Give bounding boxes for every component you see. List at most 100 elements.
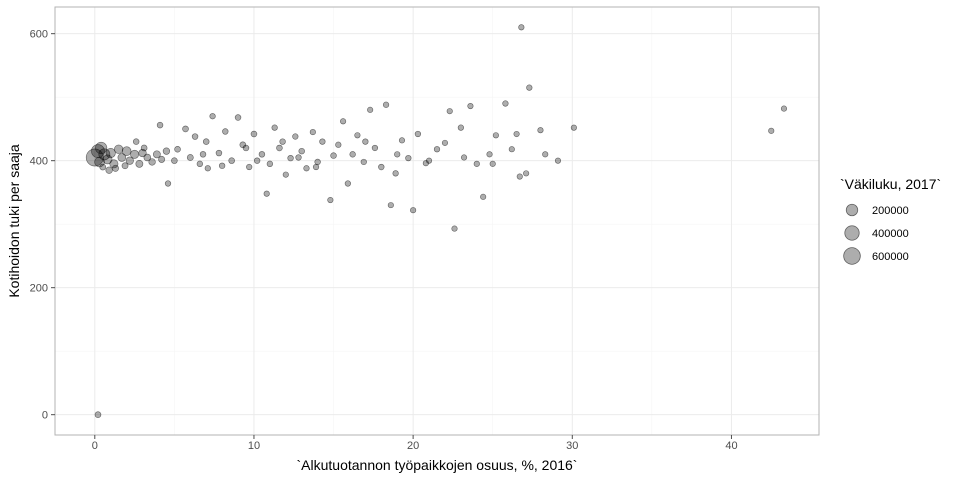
data-point [489, 160, 496, 167]
data-point [446, 108, 453, 115]
y-tick-label: 600 [30, 29, 48, 41]
data-point [335, 141, 342, 148]
data-point [99, 163, 107, 171]
data-point [344, 180, 351, 187]
data-point [105, 148, 116, 159]
data-point [266, 160, 274, 168]
data-point [480, 193, 487, 200]
data-point [523, 170, 530, 177]
data-point [298, 147, 305, 155]
data-point [91, 144, 105, 158]
legend-label: 400000 [872, 228, 909, 240]
data-point [513, 130, 520, 138]
data-point [382, 101, 390, 108]
data-point [451, 225, 458, 232]
data-point [174, 145, 181, 153]
data-point [162, 147, 171, 155]
size-legend: `Väkiluku, 2017` 200000 400000 600000 [840, 176, 941, 265]
data-point [279, 138, 286, 145]
data-point [467, 103, 474, 110]
data-point [327, 196, 334, 204]
data-point [242, 144, 250, 152]
data-point [171, 157, 178, 164]
data-point [340, 118, 347, 125]
data-point [292, 133, 299, 140]
x-tick-label: 40 [725, 440, 737, 452]
data-point [392, 170, 399, 177]
data-point [125, 156, 134, 165]
data-point [473, 160, 480, 167]
points-layer [85, 24, 788, 418]
legend-title: `Väkiluku, 2017` [840, 176, 941, 192]
data-point [360, 158, 367, 166]
data-point [246, 163, 253, 171]
data-point [204, 165, 211, 172]
data-point [258, 151, 266, 158]
data-point [253, 157, 261, 164]
data-point [263, 190, 270, 197]
legend-label: 600000 [872, 251, 909, 263]
data-point [516, 173, 523, 180]
data-point [132, 138, 140, 145]
data-point [158, 155, 166, 163]
data-point [387, 202, 394, 209]
data-point [312, 163, 320, 171]
data-point [425, 157, 433, 164]
data-point [349, 151, 356, 158]
data-point [102, 154, 113, 165]
data-point [362, 138, 369, 145]
x-tick-label: 20 [407, 440, 419, 452]
data-point [309, 129, 316, 136]
data-point [196, 160, 204, 168]
data-point [542, 151, 549, 158]
data-point [303, 165, 310, 172]
data-point [112, 164, 119, 172]
x-axis: 0 10 20 30 40 [92, 435, 738, 452]
grid-layer [55, 7, 819, 435]
legend-key [843, 247, 861, 265]
data-point [271, 124, 278, 131]
data-point [371, 144, 379, 152]
data-point [502, 100, 509, 107]
data-point [441, 139, 449, 146]
data-point [330, 152, 337, 159]
data-point [460, 154, 468, 161]
data-point [780, 105, 788, 112]
y-tick-label: 400 [30, 156, 48, 168]
data-point [209, 113, 216, 120]
data-point [250, 130, 258, 138]
x-tick-label: 0 [92, 440, 98, 452]
data-point [768, 127, 775, 134]
data-point [295, 154, 302, 161]
data-point [354, 132, 361, 139]
data-point [410, 207, 417, 214]
y-axis-title: Kotihoidon tuki per saaja [6, 144, 22, 298]
data-point [109, 159, 119, 169]
data-point [114, 144, 124, 154]
data-point [287, 154, 294, 162]
data-point [117, 153, 127, 162]
data-point [405, 155, 412, 162]
data-point [152, 150, 161, 159]
data-point [156, 121, 164, 129]
data-point [276, 144, 283, 152]
data-point [570, 124, 577, 131]
data-point [414, 130, 422, 138]
data-point [398, 137, 406, 144]
data-point [143, 153, 152, 162]
legend-key [844, 225, 860, 241]
data-point [135, 159, 144, 168]
data-point [199, 151, 207, 158]
data-point [105, 166, 113, 174]
data-point [234, 114, 242, 121]
data-point [394, 151, 401, 158]
data-point [457, 124, 464, 131]
data-point [95, 141, 108, 155]
data-point [526, 84, 533, 91]
x-tick-label: 10 [248, 440, 260, 452]
data-point [121, 146, 132, 156]
data-point [367, 106, 374, 113]
legend-key [845, 203, 859, 217]
data-point [378, 163, 385, 171]
